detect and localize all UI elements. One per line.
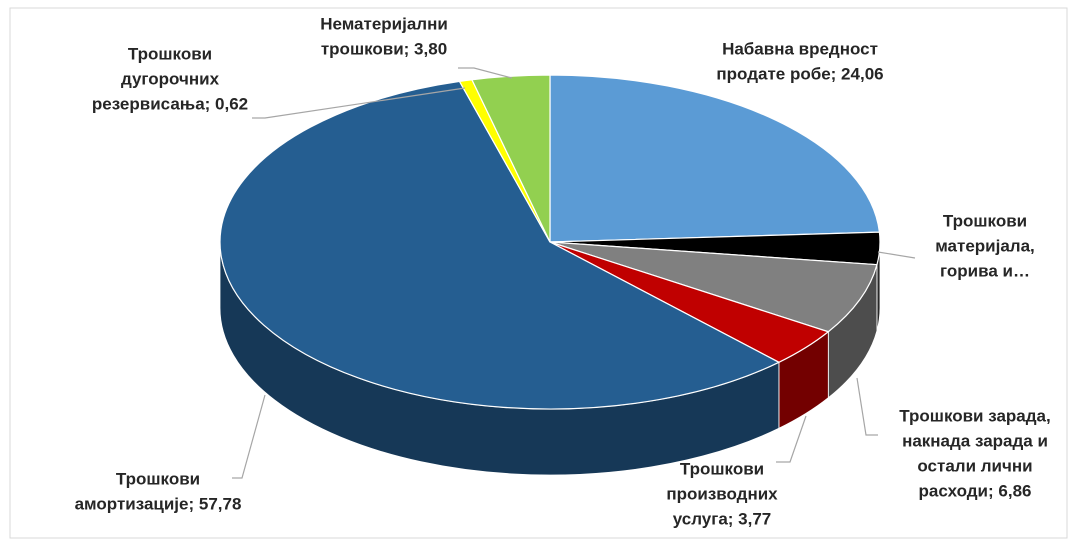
data-label: трошкови; 3,80 — [321, 39, 447, 58]
data-label: Трошкови — [128, 44, 212, 63]
slice — [471, 74, 551, 243]
data-label: Трошкови зарада, — [899, 406, 1050, 425]
leader-line — [458, 67, 513, 79]
leader-line — [252, 87, 466, 119]
leader-line — [856, 377, 878, 436]
data-label: услуга; 3,77 — [673, 509, 772, 528]
leader-line — [232, 394, 266, 479]
data-label: горива и… — [940, 261, 1030, 280]
data-label: расходи; 6,86 — [919, 481, 1032, 500]
data-label: резервисања; 0,62 — [92, 94, 248, 113]
data-label: производних — [666, 484, 778, 503]
data-label: Набавна вредност — [722, 39, 878, 58]
data-label: дугорочних — [121, 69, 220, 88]
leader-line — [776, 415, 807, 463]
slice — [549, 74, 881, 243]
data-label: Трошкови — [116, 469, 200, 488]
slice — [219, 80, 781, 410]
data-label: амортизације; 57,78 — [75, 494, 242, 513]
slice — [549, 241, 878, 333]
data-label: Нематеријални — [320, 14, 448, 33]
data-label: остали лични — [917, 456, 1032, 475]
data-label: накнада зарада и — [902, 431, 1048, 450]
data-label: Трошкови — [943, 211, 1027, 230]
data-label: продате робе; 24,06 — [716, 64, 883, 83]
data-label: Трошкови — [680, 459, 764, 478]
data-label: материјала, — [935, 236, 1035, 255]
leader-line — [877, 251, 916, 259]
